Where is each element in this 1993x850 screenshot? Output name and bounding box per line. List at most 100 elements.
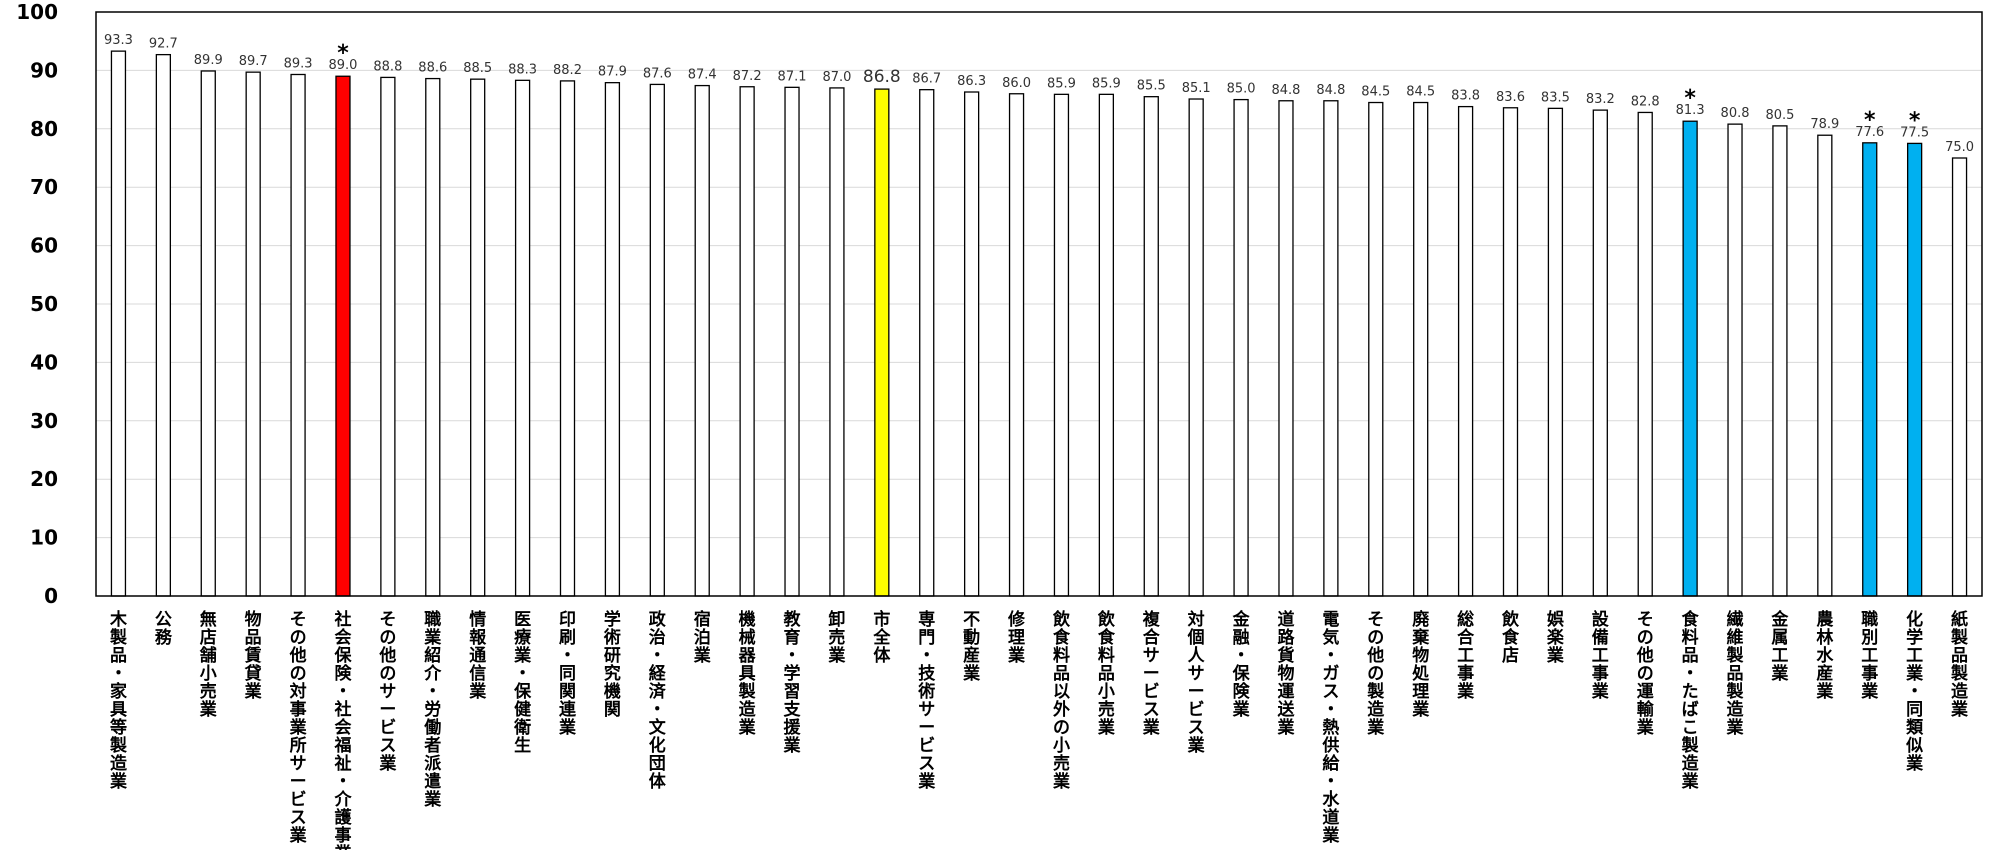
- data-label: 77.6: [1855, 125, 1884, 140]
- plot-frame: [95, 11, 1983, 597]
- data-label: 87.6: [643, 66, 672, 81]
- bar: [1233, 98, 1249, 597]
- data-label: 80.5: [1765, 108, 1794, 123]
- category-label: その他のサービス業: [378, 610, 396, 774]
- data-label: 82.8: [1631, 94, 1660, 109]
- bar: [1727, 123, 1743, 597]
- category-label: 印刷・同関連業: [559, 610, 577, 738]
- bar: [1413, 101, 1429, 597]
- bar: [1457, 105, 1474, 597]
- category-label: 繊維製品製造業: [1726, 609, 1745, 738]
- bar: [1637, 111, 1653, 597]
- asterisk-markers: * * * *: [337, 41, 1921, 133]
- data-label: 87.1: [778, 69, 807, 84]
- data-label: 84.5: [1361, 85, 1390, 100]
- gridlines: [96, 69, 1982, 539]
- category-label: 飲食料品小売業: [1097, 609, 1116, 738]
- data-label: 86.7: [912, 72, 941, 87]
- bar: [829, 87, 845, 597]
- data-label: 87.0: [822, 70, 851, 85]
- data-label: 80.8: [1721, 106, 1750, 121]
- category-label: 道路貨物運送業: [1277, 609, 1295, 738]
- data-label: 89.0: [328, 58, 357, 73]
- bar: [694, 84, 710, 597]
- data-label: 87.2: [733, 69, 762, 84]
- category-label: 化学工業・同類似業: [1905, 609, 1924, 774]
- data-label: 86.8: [863, 67, 901, 87]
- y-tick-label: 40: [30, 350, 58, 374]
- category-label: 娯楽業: [1547, 609, 1565, 666]
- bar: [784, 86, 800, 597]
- data-label: 85.0: [1227, 82, 1256, 97]
- bar: [1862, 142, 1878, 597]
- y-tick-label: 30: [30, 409, 58, 433]
- category-label: 医療業・保健衛生: [513, 610, 532, 756]
- data-labels: 93.3 92.7 89.9 89.7 89.3 89.0 88.8 88.6 88.5 88.3…: [104, 33, 1974, 155]
- category-label: 情報通信業: [469, 609, 487, 702]
- category-label: 物品賃貸業: [244, 609, 262, 702]
- bar: [963, 91, 980, 597]
- bar: [1188, 98, 1204, 597]
- category-label: 木製品・家具等製造業: [109, 609, 128, 792]
- category-label: 職別工事業: [1860, 609, 1878, 702]
- y-tick-label: 80: [30, 117, 58, 141]
- asterisk-marker: *: [337, 41, 349, 66]
- bar: [380, 76, 396, 597]
- data-label: 77.5: [1900, 125, 1929, 140]
- data-label: 78.9: [1810, 117, 1839, 132]
- bar: [1772, 125, 1788, 597]
- category-label: 設備工事業: [1592, 609, 1610, 702]
- data-label: 81.3: [1676, 103, 1705, 118]
- category-label: 紙製品製造業: [1950, 609, 1969, 720]
- data-label: 84.8: [1316, 83, 1345, 98]
- bar: [470, 78, 486, 597]
- data-label: 88.5: [463, 61, 492, 76]
- data-label: 86.3: [957, 74, 986, 89]
- bar: [739, 86, 755, 597]
- category-label: 教育・学習支援業: [783, 609, 802, 756]
- category-label: 宿泊業: [694, 609, 711, 666]
- data-label: 89.9: [194, 53, 223, 68]
- bar: [1592, 109, 1608, 597]
- bar: [200, 70, 216, 597]
- category-label: 複合サービス業: [1142, 609, 1161, 738]
- data-label: 85.1: [1182, 81, 1211, 96]
- data-label: 87.9: [598, 65, 627, 80]
- category-label: 電気・ガス・熱供給・水道業: [1321, 610, 1340, 846]
- data-label: 89.7: [239, 54, 268, 69]
- bar: [1502, 107, 1519, 597]
- category-label: 職業紹介・労働者派遣業: [423, 609, 442, 810]
- bar: [1098, 93, 1115, 597]
- bar: [1368, 101, 1384, 597]
- category-labels: 木製品・家具等製造業 公務 無店舗小売業 物品賃貸業 その他の対事業所サービス業 社会保険…: [109, 609, 1969, 850]
- category-label: 総合工事業: [1457, 609, 1475, 702]
- bar: [1143, 96, 1159, 597]
- y-tick-label: 100: [16, 0, 58, 24]
- bars: [110, 50, 1968, 597]
- category-label: その他の運輸業: [1636, 610, 1655, 738]
- y-tick-label: 50: [30, 292, 58, 316]
- category-label: 無店舗小売業: [199, 609, 217, 720]
- data-label: 85.9: [1047, 76, 1076, 91]
- y-axis: 0 10 20 30 40 50 60 70 80 90 100: [16, 0, 58, 608]
- data-label: 92.7: [149, 37, 178, 52]
- bar: [245, 71, 261, 597]
- category-label: 社会保険・社会福祉・介護事業: [333, 609, 352, 850]
- data-label: 75.0: [1945, 140, 1974, 155]
- category-label: 専門・技術サービス業: [917, 610, 936, 792]
- asterisk-marker: *: [1909, 108, 1921, 133]
- bar: [290, 73, 306, 597]
- data-label: 85.5: [1137, 79, 1166, 94]
- y-tick-label: 60: [30, 234, 58, 258]
- bar: [919, 89, 935, 597]
- bar: [1906, 142, 1923, 597]
- y-tick-label: 0: [44, 584, 58, 608]
- asterisk-marker: *: [1864, 108, 1876, 133]
- bar: [1323, 100, 1339, 597]
- category-label: 飲食店: [1501, 609, 1520, 666]
- bar: [335, 75, 351, 597]
- category-label: 機械器具製造業: [738, 609, 757, 738]
- data-label: 87.4: [688, 68, 717, 83]
- bar: [1817, 134, 1833, 597]
